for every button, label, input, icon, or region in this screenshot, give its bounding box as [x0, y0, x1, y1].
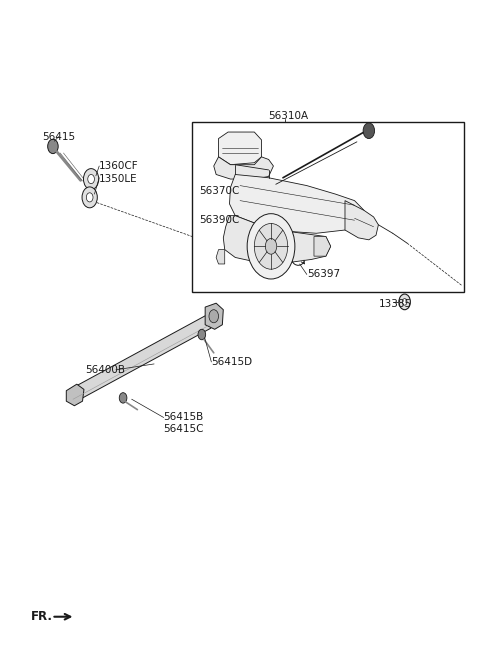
Circle shape — [247, 214, 295, 279]
Circle shape — [265, 239, 277, 254]
Polygon shape — [314, 237, 331, 256]
Text: 56310A: 56310A — [269, 111, 309, 121]
Circle shape — [48, 139, 58, 154]
Circle shape — [84, 169, 99, 190]
Text: 56415: 56415 — [42, 132, 75, 142]
Polygon shape — [70, 315, 211, 403]
Circle shape — [402, 298, 407, 305]
Circle shape — [82, 187, 97, 208]
Circle shape — [86, 193, 93, 202]
Polygon shape — [218, 132, 262, 165]
Polygon shape — [205, 303, 223, 329]
Polygon shape — [216, 250, 225, 264]
Text: 56415B: 56415B — [164, 413, 204, 422]
Circle shape — [88, 174, 95, 184]
Text: 56397: 56397 — [307, 270, 340, 279]
Text: FR.: FR. — [31, 610, 53, 623]
Circle shape — [254, 224, 288, 269]
Text: 56415C: 56415C — [164, 424, 204, 434]
Text: 1350LE: 1350LE — [99, 174, 138, 184]
Polygon shape — [214, 157, 274, 179]
Circle shape — [198, 329, 205, 340]
Circle shape — [399, 294, 410, 310]
Text: 56400B: 56400B — [85, 365, 125, 375]
Text: 13385: 13385 — [378, 300, 411, 310]
Polygon shape — [229, 174, 364, 234]
Circle shape — [363, 123, 374, 138]
Circle shape — [209, 310, 218, 323]
Polygon shape — [66, 384, 84, 405]
Bar — [192, 122, 464, 292]
Polygon shape — [345, 201, 378, 240]
Text: 1360CF: 1360CF — [99, 161, 139, 171]
Text: 56415D: 56415D — [211, 357, 252, 367]
Circle shape — [119, 393, 127, 403]
Polygon shape — [223, 216, 331, 262]
Text: 56390C: 56390C — [199, 215, 240, 225]
Text: 56370C: 56370C — [199, 186, 240, 196]
